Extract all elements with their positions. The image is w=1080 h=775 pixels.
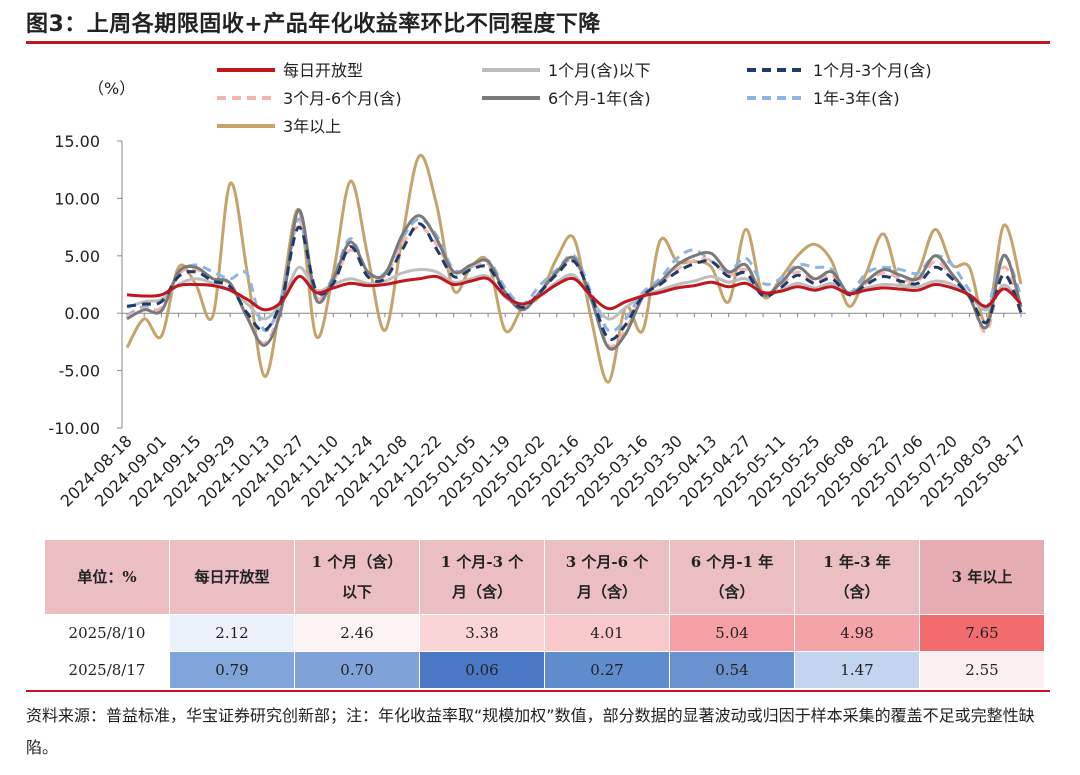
table-cell: 4.98 <box>794 614 920 652</box>
table-header-cell: 3 个月-6 个月（含） <box>544 539 670 615</box>
series-line-1 <box>126 265 1023 321</box>
y-tick-label: 10.00 <box>54 189 100 208</box>
table-cell: 4.01 <box>544 614 670 652</box>
table-cell: 2.12 <box>169 614 295 652</box>
summary-table: 单位：% 每日开放型 1 个月（含） 以下 1 个月-3 个月（含） 3 个月-6 个月（… <box>44 539 1045 689</box>
y-tick-label: -5.00 <box>59 362 100 381</box>
legend-label: 1个月(含)以下 <box>548 61 651 80</box>
table-cell: 0.27 <box>544 651 670 689</box>
header-text-line: 3 个月-6 个 <box>565 553 649 571</box>
series-line-4 <box>126 208 1023 351</box>
header-text-line: 以下 <box>341 583 372 601</box>
table-header-cell: 1 个月-3 个月（含） <box>419 539 545 615</box>
series-line-0 <box>126 274 1023 312</box>
table-cell: 1.47 <box>794 651 920 689</box>
table-body: 2025/8/10 2.12 2.46 3.38 4.01 5.04 4.98 7.65 202… <box>44 614 1045 689</box>
header-text-line: 单位：% <box>77 568 137 586</box>
legend-label: 1年-3年(含) <box>813 89 900 108</box>
table-row: 2025/8/10 2.12 2.46 3.38 4.01 5.04 4.98 7.65 <box>44 614 1045 652</box>
header-text-line: 1 个月-3 个 <box>440 553 524 571</box>
series-line-6 <box>125 153 1023 384</box>
series-line-2 <box>126 222 1023 342</box>
table-header-cell: 6 个月-1 年 （含） <box>669 539 795 615</box>
bottom-rule <box>26 690 1050 692</box>
header-text-line: 每日开放型 <box>194 568 270 586</box>
header-text-line: 月（含） <box>451 583 512 601</box>
header-text-line: 6 个月-1 年 <box>690 553 774 571</box>
table-cell: 2.46 <box>294 614 420 652</box>
header-text-line: 3 年以上 <box>951 568 1013 586</box>
table-header-cell: 每日开放型 <box>169 539 295 615</box>
y-tick-label: -10.00 <box>48 419 100 438</box>
row-date: 2025/8/17 <box>44 651 170 689</box>
table-cell: 0.70 <box>294 651 420 689</box>
header-text-line: 1 个月（含） <box>311 553 403 571</box>
table-cell: 0.54 <box>669 651 795 689</box>
table-header-cell: 单位：% <box>44 539 170 615</box>
figure-title: 图3：上周各期限固收+产品年化收益率环比不同程度下降 <box>26 12 601 37</box>
header-text-line: （含） <box>834 583 880 601</box>
legend-label: 3个月-6个月(含) <box>283 89 402 108</box>
legend-label: 3年以上 <box>283 117 341 136</box>
header-text-line: （含） <box>709 583 755 601</box>
table-cell: 7.65 <box>919 614 1045 652</box>
legend-label: 6个月-1年(含) <box>548 89 651 108</box>
table-cell: 0.79 <box>169 651 295 689</box>
table-cell: 3.38 <box>419 614 545 652</box>
header-text-line: 1 年-3 年 <box>823 553 891 571</box>
title-rule <box>26 41 1050 44</box>
table-cell: 0.06 <box>419 651 545 689</box>
source-note: 资料来源：普益标准，华宝证券研究创新部；注：年化收益率取“规模加权”数值，部分数… <box>26 706 1035 757</box>
y-tick-label: 15.00 <box>54 132 100 151</box>
table-header-cell: 1 个月（含） 以下 <box>294 539 420 615</box>
row-date: 2025/8/10 <box>44 614 170 652</box>
line-chart: （%）-10.00-5.000.005.0010.0015.002024-08-… <box>48 61 1029 511</box>
table-row: 2025/8/17 0.79 0.70 0.06 0.27 0.54 1.47 2.55 <box>44 651 1045 689</box>
series-line-5 <box>126 217 1023 333</box>
y-unit-label: （%） <box>88 79 135 98</box>
table-cell: 5.04 <box>669 614 795 652</box>
table-cell: 2.55 <box>919 651 1045 689</box>
legend-label: 1个月-3个月(含) <box>813 61 932 80</box>
y-tick-label: 5.00 <box>64 247 100 266</box>
header-text-line: 月（含） <box>576 583 637 601</box>
table-header-cell: 3 年以上 <box>919 539 1045 615</box>
table-header-row: 单位：% 每日开放型 1 个月（含） 以下 1 个月-3 个月（含） 3 个月-6 个月（… <box>44 539 1045 615</box>
legend-label: 每日开放型 <box>283 61 363 80</box>
y-tick-label: 0.00 <box>64 304 100 323</box>
table-header-cell: 1 年-3 年 （含） <box>794 539 920 615</box>
